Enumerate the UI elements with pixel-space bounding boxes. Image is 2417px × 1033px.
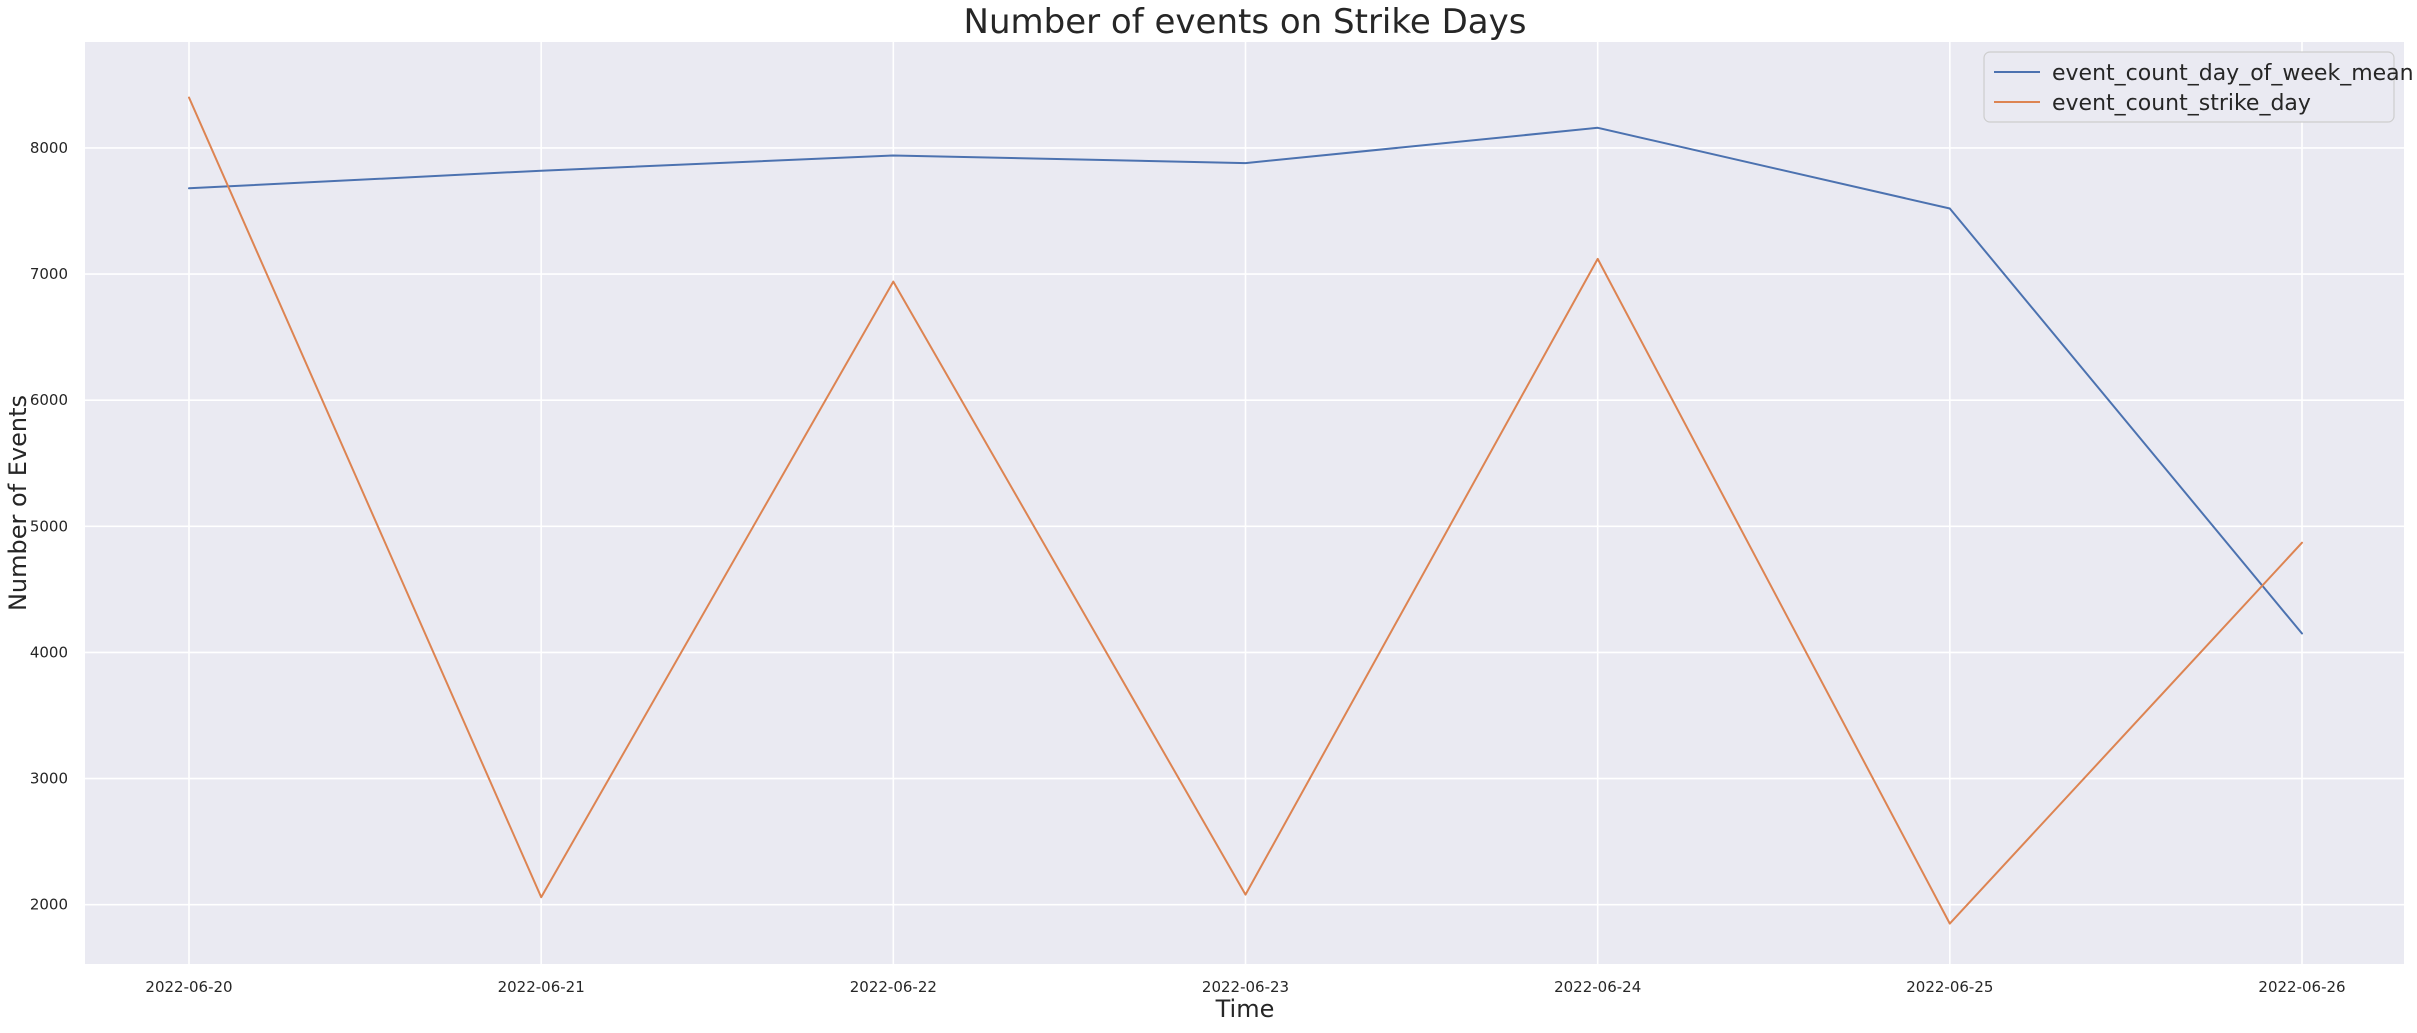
chart-title: Number of events on Strike Days (964, 2, 1527, 42)
x-tick-label: 2022-06-21 (498, 978, 585, 996)
x-tick-label: 2022-06-23 (1202, 978, 1289, 996)
plot-background (85, 42, 2404, 964)
x-tick-label: 2022-06-24 (1554, 978, 1641, 996)
x-tick-label: 2022-06-26 (2258, 978, 2345, 996)
x-tick-label: 2022-06-20 (145, 978, 232, 996)
x-tick-labels: 2022-06-20 2022-06-21 2022-06-22 2022-06-23… (145, 978, 2345, 996)
y-tick-label: 6000 (30, 391, 68, 409)
legend-label-event-count-strike-day: event_count_strike_day (2052, 91, 2311, 116)
y-axis-label: Number of Events (4, 395, 32, 611)
x-gridlines (188, 42, 2303, 964)
x-tick-label: 2022-06-22 (850, 978, 937, 996)
x-axis-label: Time (1215, 995, 1275, 1023)
legend-box (1983, 51, 2395, 123)
legend-label-event-count-day-of-week-mean: event_count_day_of_week_mean (2052, 61, 2414, 86)
y-tick-label: 5000 (30, 517, 68, 535)
y-tick-label: 8000 (30, 139, 68, 157)
x-tick-label: 2022-06-25 (1906, 978, 1993, 996)
y-tick-label: 2000 (30, 896, 68, 914)
series-line-event-count-strike-day (188, 96, 2303, 925)
series-line-event-count-day-of-week-mean (188, 126, 2303, 635)
series-lines (188, 96, 2303, 925)
y-tick-label: 3000 (30, 770, 68, 788)
y-tick-label: 4000 (30, 643, 68, 661)
y-tick-labels: 2000 3000 4000 5000 6000 7000 8000 (30, 139, 68, 914)
legend: event_count_day_of_week_mean event_count… (1983, 51, 2414, 123)
y-tick-label: 7000 (30, 265, 68, 283)
y-gridlines (85, 147, 2404, 906)
